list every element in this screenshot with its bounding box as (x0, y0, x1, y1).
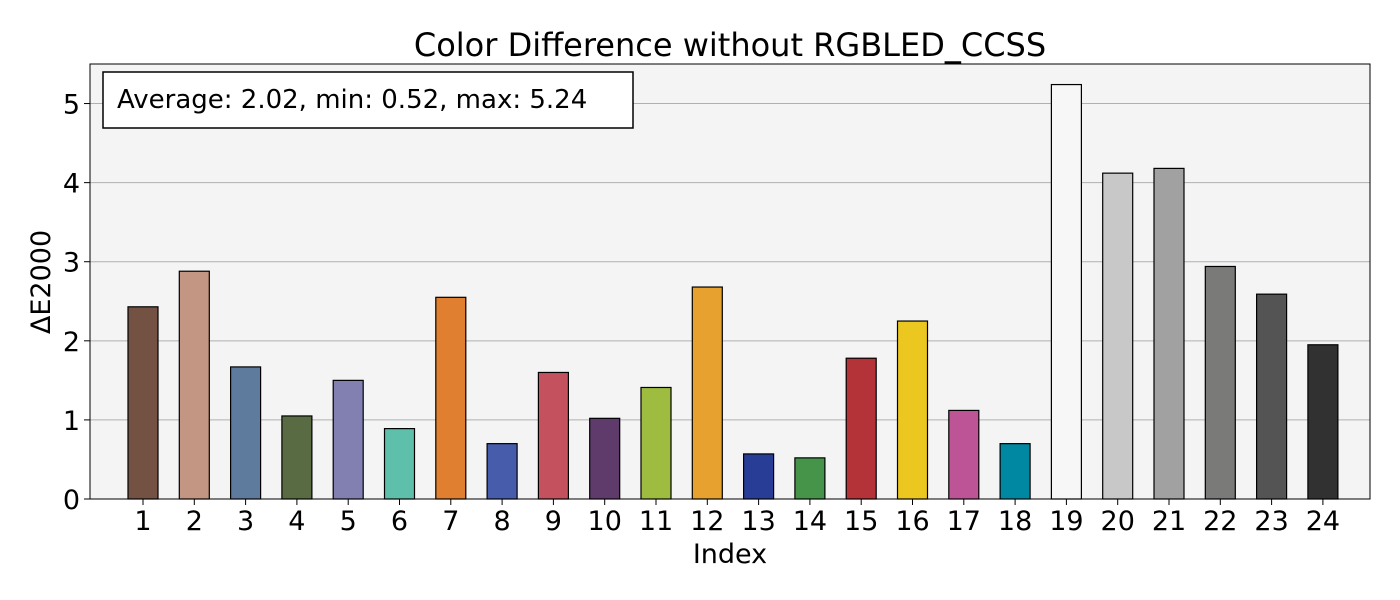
x-tick-label: 20 (1101, 506, 1135, 537)
x-tick-label: 15 (844, 506, 878, 537)
y-tick-label: 4 (63, 169, 80, 200)
x-tick-label: 16 (895, 506, 929, 537)
bar-6 (383, 428, 416, 500)
x-tick-label: 13 (741, 506, 775, 537)
x-tick-label: 9 (545, 506, 562, 537)
y-tick-label: 1 (63, 406, 80, 437)
bar-20 (1102, 172, 1134, 500)
bar-13 (742, 453, 775, 500)
plot-frame (89, 63, 1371, 500)
x-tick-label: 11 (639, 506, 673, 537)
chart-title: Color Difference without RGBLED_CCSS (414, 26, 1046, 64)
bar-1 (127, 306, 159, 500)
bar-9 (537, 371, 570, 500)
bars (127, 83, 1339, 500)
x-tick-label: 5 (340, 506, 357, 537)
bar-24 (1307, 344, 1339, 500)
bar-19 (1050, 83, 1083, 500)
x-tick-label: 4 (288, 506, 305, 537)
x-tick-label: 24 (1306, 506, 1340, 537)
bar-17 (948, 409, 980, 500)
x-tick-label: 23 (1254, 506, 1288, 537)
x-axis-label: Index (693, 539, 767, 570)
bar-15 (845, 357, 877, 500)
y-axis-label: ΔE2000 (26, 230, 57, 334)
y-tick-label: 2 (63, 327, 80, 358)
x-axis-ticks: 1 2 3 4 5 6 7 8 9 10 11 12 13 14 15 16 17 18 19 20 21 22 23 24 (134, 499, 1340, 537)
x-tick-label: 6 (391, 506, 408, 537)
bar-11 (640, 386, 672, 500)
x-tick-label: 21 (1152, 506, 1186, 537)
bar-22 (1204, 265, 1236, 500)
x-tick-label: 10 (588, 506, 622, 537)
bar-12 (691, 286, 723, 500)
bar-5 (332, 379, 364, 500)
bar-23 (1255, 293, 1288, 500)
x-tick-label: 2 (186, 506, 203, 537)
x-tick-label: 8 (494, 506, 511, 537)
annotation-text: Average: 2.02, min: 0.52, max: 5.24 (117, 85, 587, 115)
y-axis-ticks: 0 1 2 3 4 5 (63, 90, 90, 516)
x-tick-label: 22 (1203, 506, 1237, 537)
y-tick-label: 3 (63, 248, 80, 279)
x-tick-label: 18 (998, 506, 1032, 537)
x-tick-label: 7 (442, 506, 459, 537)
bar-7 (435, 296, 467, 500)
bar-4 (281, 415, 313, 500)
bar-14 (794, 457, 826, 500)
x-tick-label: 12 (690, 506, 724, 537)
x-tick-label: 17 (947, 506, 981, 537)
x-tick-label: 19 (1049, 506, 1083, 537)
bar-3 (230, 366, 262, 500)
annotation-box (102, 71, 634, 129)
x-tick-label: 14 (793, 506, 827, 537)
bar-2 (178, 270, 210, 500)
bar-16 (896, 320, 929, 500)
x-tick-label: 1 (134, 506, 151, 537)
x-tick-label: 3 (237, 506, 254, 537)
y-tick-label: 5 (63, 90, 80, 121)
bar-10 (589, 417, 621, 500)
bar-8 (486, 443, 518, 500)
y-tick-label: 0 (63, 485, 80, 516)
bar-18 (999, 443, 1031, 500)
bar-21 (1153, 167, 1185, 500)
